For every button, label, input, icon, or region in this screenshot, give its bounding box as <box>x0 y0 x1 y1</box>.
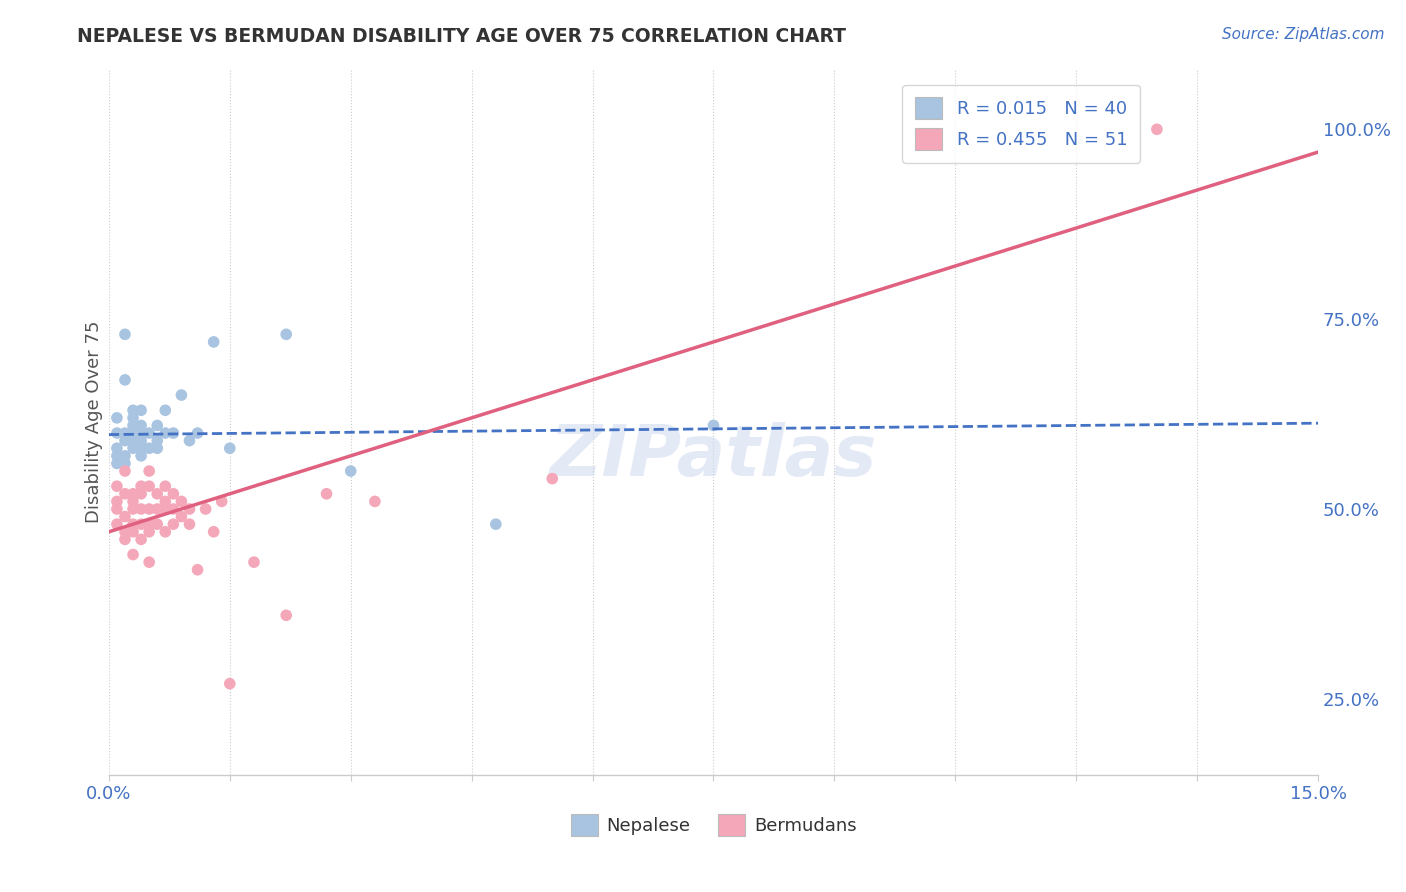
Point <box>186 425 208 440</box>
Point <box>155 479 177 493</box>
Point <box>122 487 145 501</box>
Point <box>146 487 169 501</box>
Point <box>162 502 184 516</box>
Point <box>194 502 217 516</box>
Point <box>114 327 136 342</box>
Point <box>179 502 201 516</box>
Point <box>105 517 128 532</box>
Point <box>155 403 177 417</box>
Point <box>218 442 240 456</box>
Point <box>202 524 225 539</box>
Point <box>541 472 564 486</box>
Point <box>122 494 145 508</box>
Point <box>138 555 160 569</box>
Point <box>162 517 184 532</box>
Point <box>114 533 136 547</box>
Point <box>315 487 337 501</box>
Point <box>129 502 152 516</box>
Point <box>702 418 724 433</box>
Point <box>122 502 145 516</box>
Text: ZIPatlas: ZIPatlas <box>550 423 877 491</box>
Point <box>138 464 160 478</box>
Point <box>114 425 136 440</box>
Point <box>179 517 201 532</box>
Point <box>155 494 177 508</box>
Legend: Nepalese, Bermudans: Nepalese, Bermudans <box>564 807 863 844</box>
Point <box>105 494 128 508</box>
Point <box>122 434 145 448</box>
Point <box>105 449 128 463</box>
Point <box>138 479 160 493</box>
Point <box>114 509 136 524</box>
Point <box>122 524 145 539</box>
Point <box>243 555 266 569</box>
Point <box>122 410 145 425</box>
Point <box>129 487 152 501</box>
Point <box>129 533 152 547</box>
Point <box>162 487 184 501</box>
Point <box>138 425 160 440</box>
Point <box>129 479 152 493</box>
Point <box>105 502 128 516</box>
Point <box>179 434 201 448</box>
Point <box>146 434 169 448</box>
Point <box>114 449 136 463</box>
Point <box>202 334 225 349</box>
Point <box>122 442 145 456</box>
Point <box>114 464 136 478</box>
Point <box>122 403 145 417</box>
Point <box>122 418 145 433</box>
Point <box>129 517 152 532</box>
Point <box>155 425 177 440</box>
Point <box>276 608 298 623</box>
Point <box>129 418 152 433</box>
Point <box>146 442 169 456</box>
Point <box>114 457 136 471</box>
Point <box>364 494 387 508</box>
Point <box>146 418 169 433</box>
Point <box>218 676 240 690</box>
Point <box>129 425 152 440</box>
Point <box>114 434 136 448</box>
Point <box>105 457 128 471</box>
Point <box>170 509 193 524</box>
Point <box>114 524 136 539</box>
Point <box>138 524 160 539</box>
Point <box>155 524 177 539</box>
Point <box>129 449 152 463</box>
Point <box>155 502 177 516</box>
Point <box>138 517 160 532</box>
Point <box>105 479 128 493</box>
Point <box>276 327 298 342</box>
Point <box>339 464 361 478</box>
Point <box>114 487 136 501</box>
Point <box>138 442 160 456</box>
Point <box>114 373 136 387</box>
Point <box>162 425 184 440</box>
Point <box>170 494 193 508</box>
Point <box>105 442 128 456</box>
Point <box>129 442 152 456</box>
Point <box>122 517 145 532</box>
Point <box>138 502 160 516</box>
Point <box>146 517 169 532</box>
Point <box>170 388 193 402</box>
Point <box>122 548 145 562</box>
Point <box>1146 122 1168 136</box>
Point <box>122 425 145 440</box>
Point <box>129 434 152 448</box>
Point <box>186 563 208 577</box>
Text: NEPALESE VS BERMUDAN DISABILITY AGE OVER 75 CORRELATION CHART: NEPALESE VS BERMUDAN DISABILITY AGE OVER… <box>77 27 846 45</box>
Point <box>211 494 233 508</box>
Point <box>105 425 128 440</box>
Point <box>485 517 508 532</box>
Point <box>129 403 152 417</box>
Text: Source: ZipAtlas.com: Source: ZipAtlas.com <box>1222 27 1385 42</box>
Y-axis label: Disability Age Over 75: Disability Age Over 75 <box>86 320 103 523</box>
Point <box>146 502 169 516</box>
Point <box>105 410 128 425</box>
